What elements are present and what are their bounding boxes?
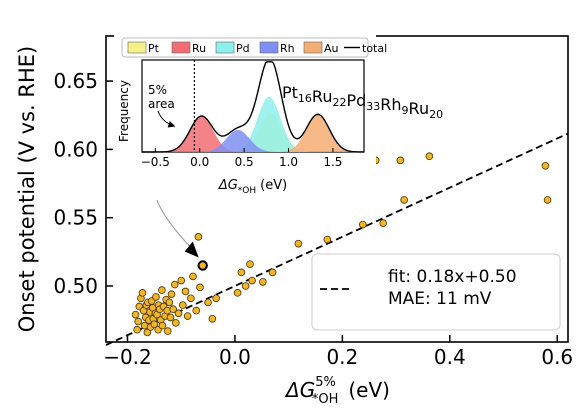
data-point xyxy=(204,298,212,307)
data-point xyxy=(294,239,303,248)
inset-background xyxy=(114,34,376,200)
main-x-tick-label: −0.2 xyxy=(103,345,152,369)
main-y-label: Onset potential (V vs. RHE) xyxy=(15,46,39,333)
data-point xyxy=(194,233,203,241)
legend-swatch-pt xyxy=(127,41,147,54)
data-point xyxy=(248,276,256,285)
distribution-rh xyxy=(142,129,364,152)
data-point xyxy=(259,278,267,286)
distribution-au xyxy=(142,114,364,152)
data-point xyxy=(167,290,176,298)
data-point xyxy=(212,294,220,303)
inset-x-tick-label: 0.0 xyxy=(190,155,209,169)
data-point xyxy=(246,260,254,268)
data-point xyxy=(268,268,277,277)
data-point xyxy=(165,298,174,307)
fit-legend-box xyxy=(311,253,561,331)
inset-x-label: ΔG*OH (eV) xyxy=(218,178,287,196)
main-y-tick-label: 0.55 xyxy=(53,206,98,230)
inset-distributions xyxy=(142,96,364,152)
data-point xyxy=(400,196,408,204)
data-point xyxy=(379,219,388,227)
inset-x-tick-label: 1.0 xyxy=(279,155,298,169)
legend-label-ru: Ru xyxy=(192,42,206,55)
legend-swatch-pd xyxy=(215,41,235,54)
fit-line xyxy=(105,132,569,346)
data-point xyxy=(181,287,190,296)
main-x-ticks: −0.2 0.0 0.2 0.4 0.6 xyxy=(103,335,573,369)
data-point xyxy=(237,268,246,277)
inset-x-tick-label: −0.5 xyxy=(141,155,170,169)
data-point xyxy=(158,286,166,294)
main-x-tick-label: 0.2 xyxy=(326,345,358,369)
distribution-pd xyxy=(142,96,364,152)
inset-annotation-line-2: area xyxy=(148,97,175,111)
inset-composition-title: Pt16Ru22Pd33Rh9Ru20 xyxy=(282,83,443,121)
data-point xyxy=(189,272,197,281)
data-point xyxy=(152,293,160,301)
data-point xyxy=(133,325,141,334)
legend-swatch-au xyxy=(303,41,323,54)
data-point xyxy=(396,156,405,165)
distribution-ru xyxy=(142,116,364,152)
inset-x-tick-label: 0.5 xyxy=(235,155,254,169)
data-point xyxy=(241,282,250,290)
data-point xyxy=(425,152,434,161)
data-point xyxy=(541,161,550,170)
legend-label-pd: Pd xyxy=(236,42,250,55)
legend-swatch-ru xyxy=(171,41,191,54)
data-point xyxy=(174,309,183,318)
data-point xyxy=(233,289,242,297)
data-point xyxy=(170,280,179,289)
data-point xyxy=(138,289,147,297)
inset-plot: Pt Ru Pd Rh Au total −0.5 0.0 0.5 1.0 1.5 Frequen… xyxy=(114,34,443,200)
data-point xyxy=(163,327,172,335)
data-point xyxy=(134,317,143,326)
data-point xyxy=(192,306,201,315)
data-point xyxy=(543,196,552,204)
data-point xyxy=(169,305,177,314)
inset-y-label: Frequency xyxy=(117,80,131,142)
main-y-tick-label: 0.65 xyxy=(53,69,98,93)
data-point xyxy=(196,283,204,292)
data-point xyxy=(179,301,187,309)
legend-label-au: Au xyxy=(324,42,339,55)
main-y-ticks: 0.50 0.55 0.60 0.65 xyxy=(53,69,113,298)
inset-x-tick-label: 1.5 xyxy=(323,155,342,169)
inset-annotation-arrow xyxy=(157,110,176,128)
main-y-tick-label: 0.60 xyxy=(53,137,98,161)
main-y-tick-label: 0.50 xyxy=(53,274,98,298)
mae-legend-entry: MAE: 11 mV xyxy=(388,289,492,309)
main-x-tick-label: 0.0 xyxy=(219,345,251,369)
inset-annotation-line-1: 5% xyxy=(148,83,167,97)
fit-legend-entry: fit: 0.18x+0.50 xyxy=(388,267,517,287)
data-point xyxy=(158,321,167,330)
inset-total-curve xyxy=(142,61,365,153)
legend-label-total: total xyxy=(362,42,387,55)
callout-arrowhead xyxy=(184,241,199,258)
legend-label-rh: Rh xyxy=(280,42,295,55)
main-x-tick-label: 0.4 xyxy=(434,345,466,369)
inset-x-ticks: −0.5 0.0 0.5 1.0 1.5 xyxy=(141,148,342,169)
data-point xyxy=(187,294,195,303)
legend-swatch-rh xyxy=(259,41,279,54)
main-x-tick-label: 0.6 xyxy=(541,345,573,369)
data-point xyxy=(177,276,186,285)
highlighted-data-point xyxy=(197,260,208,271)
data-point xyxy=(172,319,180,327)
data-point xyxy=(183,312,192,320)
data-point xyxy=(143,328,152,337)
fit-legend: fit: 0.18x+0.50 MAE: 11 mV xyxy=(311,253,561,331)
data-point xyxy=(131,310,140,319)
data-point xyxy=(150,320,159,329)
main-x-label: ΔG5% *OH (eV) xyxy=(284,375,390,407)
inset-legend: Pt Ru Pd Rh Au total xyxy=(121,37,387,58)
data-point xyxy=(358,220,367,229)
data-point xyxy=(208,314,217,323)
data-point xyxy=(166,313,175,322)
data-point xyxy=(323,235,332,244)
main-plot: 0.50 0.55 0.60 0.65 −0.2 0.0 0.2 0.4 0.6 Onset … xyxy=(15,35,573,407)
legend-label-pt: Pt xyxy=(148,42,160,55)
